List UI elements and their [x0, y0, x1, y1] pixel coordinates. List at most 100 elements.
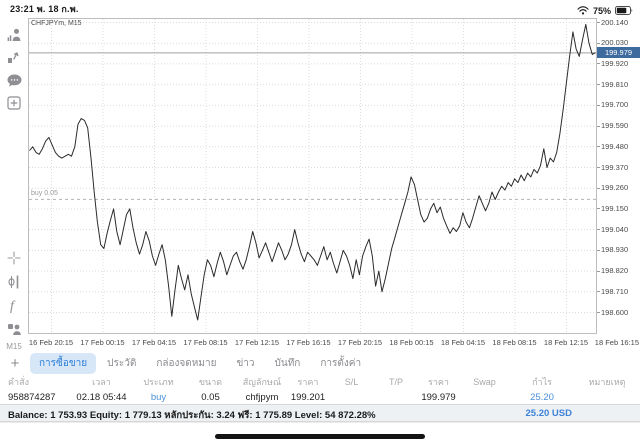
- candles-icon[interactable]: [0, 272, 28, 292]
- account-summary: Balance: 1 753.93 Equity: 1 779.13 หลักป…: [8, 410, 376, 421]
- y-tick: [597, 84, 600, 86]
- x-axis-label: 18 Feb 16:15: [594, 338, 639, 347]
- column-header: คำสั่ง: [8, 377, 29, 387]
- positions-table: คำสั่ง เวลา ประเภท ขนาด สัญลักษณ์ ราคา S/L T/P ร…: [0, 374, 640, 404]
- status-time-date: 23:21 พ. 18 ก.พ.: [10, 2, 79, 16]
- y-tick: [597, 167, 600, 168]
- position-line-label: buy 0.05: [31, 190, 58, 198]
- y-tick: [597, 22, 600, 23]
- tab-trade[interactable]: การซื้อขาย: [30, 352, 97, 374]
- tab-history[interactable]: ประวัติ: [107, 357, 137, 369]
- y-axis-label: 199.480: [601, 141, 629, 151]
- y-axis-label: 198.930: [601, 245, 629, 255]
- x-axis-label: 18 Feb 12:15: [543, 338, 589, 347]
- wifi-icon: [577, 2, 589, 20]
- new-order-icon[interactable]: [0, 93, 28, 113]
- clock: 23:21: [10, 4, 35, 14]
- position-cell: 958874287: [8, 391, 56, 403]
- x-axis-label: 18 Feb 08:15: [492, 338, 537, 347]
- position-cell: chfjpym: [245, 391, 279, 403]
- position-row[interactable]: 958874287 02.18 05:44 buy 0.05 chfjpym 199.20…: [0, 390, 640, 404]
- x-axis-label: 17 Feb 04:15: [131, 338, 177, 347]
- column-header: S/L: [344, 377, 359, 387]
- chart-toolbar: f M15: [0, 14, 28, 352]
- chart-plot-area[interactable]: CHFJPYm, M15 buy 0.05: [28, 18, 597, 334]
- y-axis-label: 198.820: [601, 266, 629, 276]
- home-indicator[interactable]: [215, 434, 425, 439]
- y-axis-label: 198.600: [601, 307, 629, 317]
- y-tick: [597, 146, 600, 148]
- y-axis: 200.140 200.030 199.920 199.810 199.700 199.5…: [597, 18, 640, 334]
- add-tab-button[interactable]: +: [10, 354, 20, 372]
- y-tick: [597, 63, 600, 65]
- position-cell: 0.05: [201, 391, 220, 403]
- tab-journal[interactable]: บันทึก: [274, 357, 301, 369]
- y-axis-label: 200.030: [601, 38, 629, 48]
- column-header: ราคา: [428, 377, 449, 387]
- x-axis-label: 18 Feb 04:15: [440, 338, 486, 347]
- y-axis-label: 199.260: [601, 183, 629, 193]
- y-tick: [597, 312, 600, 313]
- y-tick: [597, 42, 600, 44]
- objects-icon[interactable]: [0, 318, 28, 338]
- x-axis-label: 17 Feb 16:15: [286, 338, 331, 347]
- column-header: Swap: [473, 377, 496, 387]
- y-axis-label: 199.700: [601, 100, 629, 110]
- y-axis-label: 199.040: [601, 224, 629, 234]
- position-cell: 199.979: [421, 391, 456, 403]
- column-header: ประเภท: [143, 377, 174, 387]
- y-axis-label: 199.920: [601, 58, 629, 68]
- current-price-badge: 199.979: [597, 46, 640, 58]
- tab-settings[interactable]: การตั้งค่า: [320, 357, 362, 369]
- svg-text:f: f: [10, 299, 16, 313]
- y-tick: [597, 208, 600, 210]
- tab-news[interactable]: ข่าว: [236, 357, 255, 369]
- battery-percent: 75%: [592, 6, 611, 16]
- y-tick: [597, 229, 600, 231]
- y-tick: [597, 125, 600, 127]
- table-header-row: คำสั่ง เวลา ประเภท ขนาด สัญลักษณ์ ราคา S/L T/P ร…: [0, 374, 640, 390]
- total-profit: 25.20 USD: [525, 408, 572, 419]
- position-cell: 25.20: [530, 391, 554, 403]
- x-axis-label: 17 Feb 00:15: [80, 338, 125, 347]
- position-cell: 199.201: [290, 391, 326, 403]
- x-axis-label: 16 Feb 20:15: [28, 338, 74, 347]
- x-axis-label: 17 Feb 20:15: [337, 338, 383, 347]
- indicators-icon[interactable]: f: [0, 295, 28, 315]
- column-header: T/P: [388, 377, 403, 387]
- position-cell: buy: [150, 391, 167, 403]
- battery-icon: [615, 2, 634, 20]
- x-axis-label: 17 Feb 08:15: [183, 338, 228, 347]
- chat-icon[interactable]: [0, 70, 28, 90]
- column-header: ขนาด: [198, 377, 223, 387]
- trader-icon[interactable]: [0, 25, 28, 45]
- column-header: กำไร: [532, 377, 552, 387]
- home-area: [0, 422, 640, 447]
- y-axis-label: 198.710: [601, 286, 629, 296]
- y-tick: [597, 249, 600, 251]
- account-summary-bar: Balance: 1 753.93 Equity: 1 779.13 หลักป…: [0, 404, 640, 422]
- y-tick: [597, 270, 600, 272]
- x-axis: 16 Feb 20:15 17 Feb 00:15 17 Feb 04:15 17 F…: [28, 335, 640, 350]
- crosshair-icon[interactable]: [0, 248, 28, 268]
- y-tick: [597, 104, 600, 106]
- chart-up-icon[interactable]: [0, 47, 28, 67]
- x-axis-label: 17 Feb 12:15: [234, 338, 280, 347]
- timeframe-label: M15: [6, 342, 22, 351]
- tab-mailbox[interactable]: กล่องจดหมาย: [156, 357, 217, 369]
- column-header: สัญลักษณ์: [242, 377, 282, 387]
- y-axis-label: 199.150: [601, 203, 629, 213]
- column-header: ราคา: [297, 377, 319, 387]
- chart-symbol-label: CHFJPYm, M15: [31, 20, 82, 27]
- y-axis-label: 199.370: [601, 162, 629, 172]
- bottom-tab-bar: + การซื้อขาย ประวัติ กล่องจดหมาย ข่าว บันทึก…: [0, 352, 640, 374]
- y-tick: [597, 187, 600, 189]
- y-axis-label: 199.810: [601, 79, 629, 89]
- status-bar: 23:21 พ. 18 ก.พ. 75%: [0, 0, 640, 16]
- price-chart: CHFJPYm, M15 buy 0.05 200.140 200.030 199.…: [28, 14, 640, 352]
- column-header: หมายเหตุ: [588, 377, 626, 387]
- y-tick: [597, 291, 600, 293]
- column-header: เวลา: [92, 377, 111, 387]
- y-axis-label: 200.140: [601, 17, 629, 27]
